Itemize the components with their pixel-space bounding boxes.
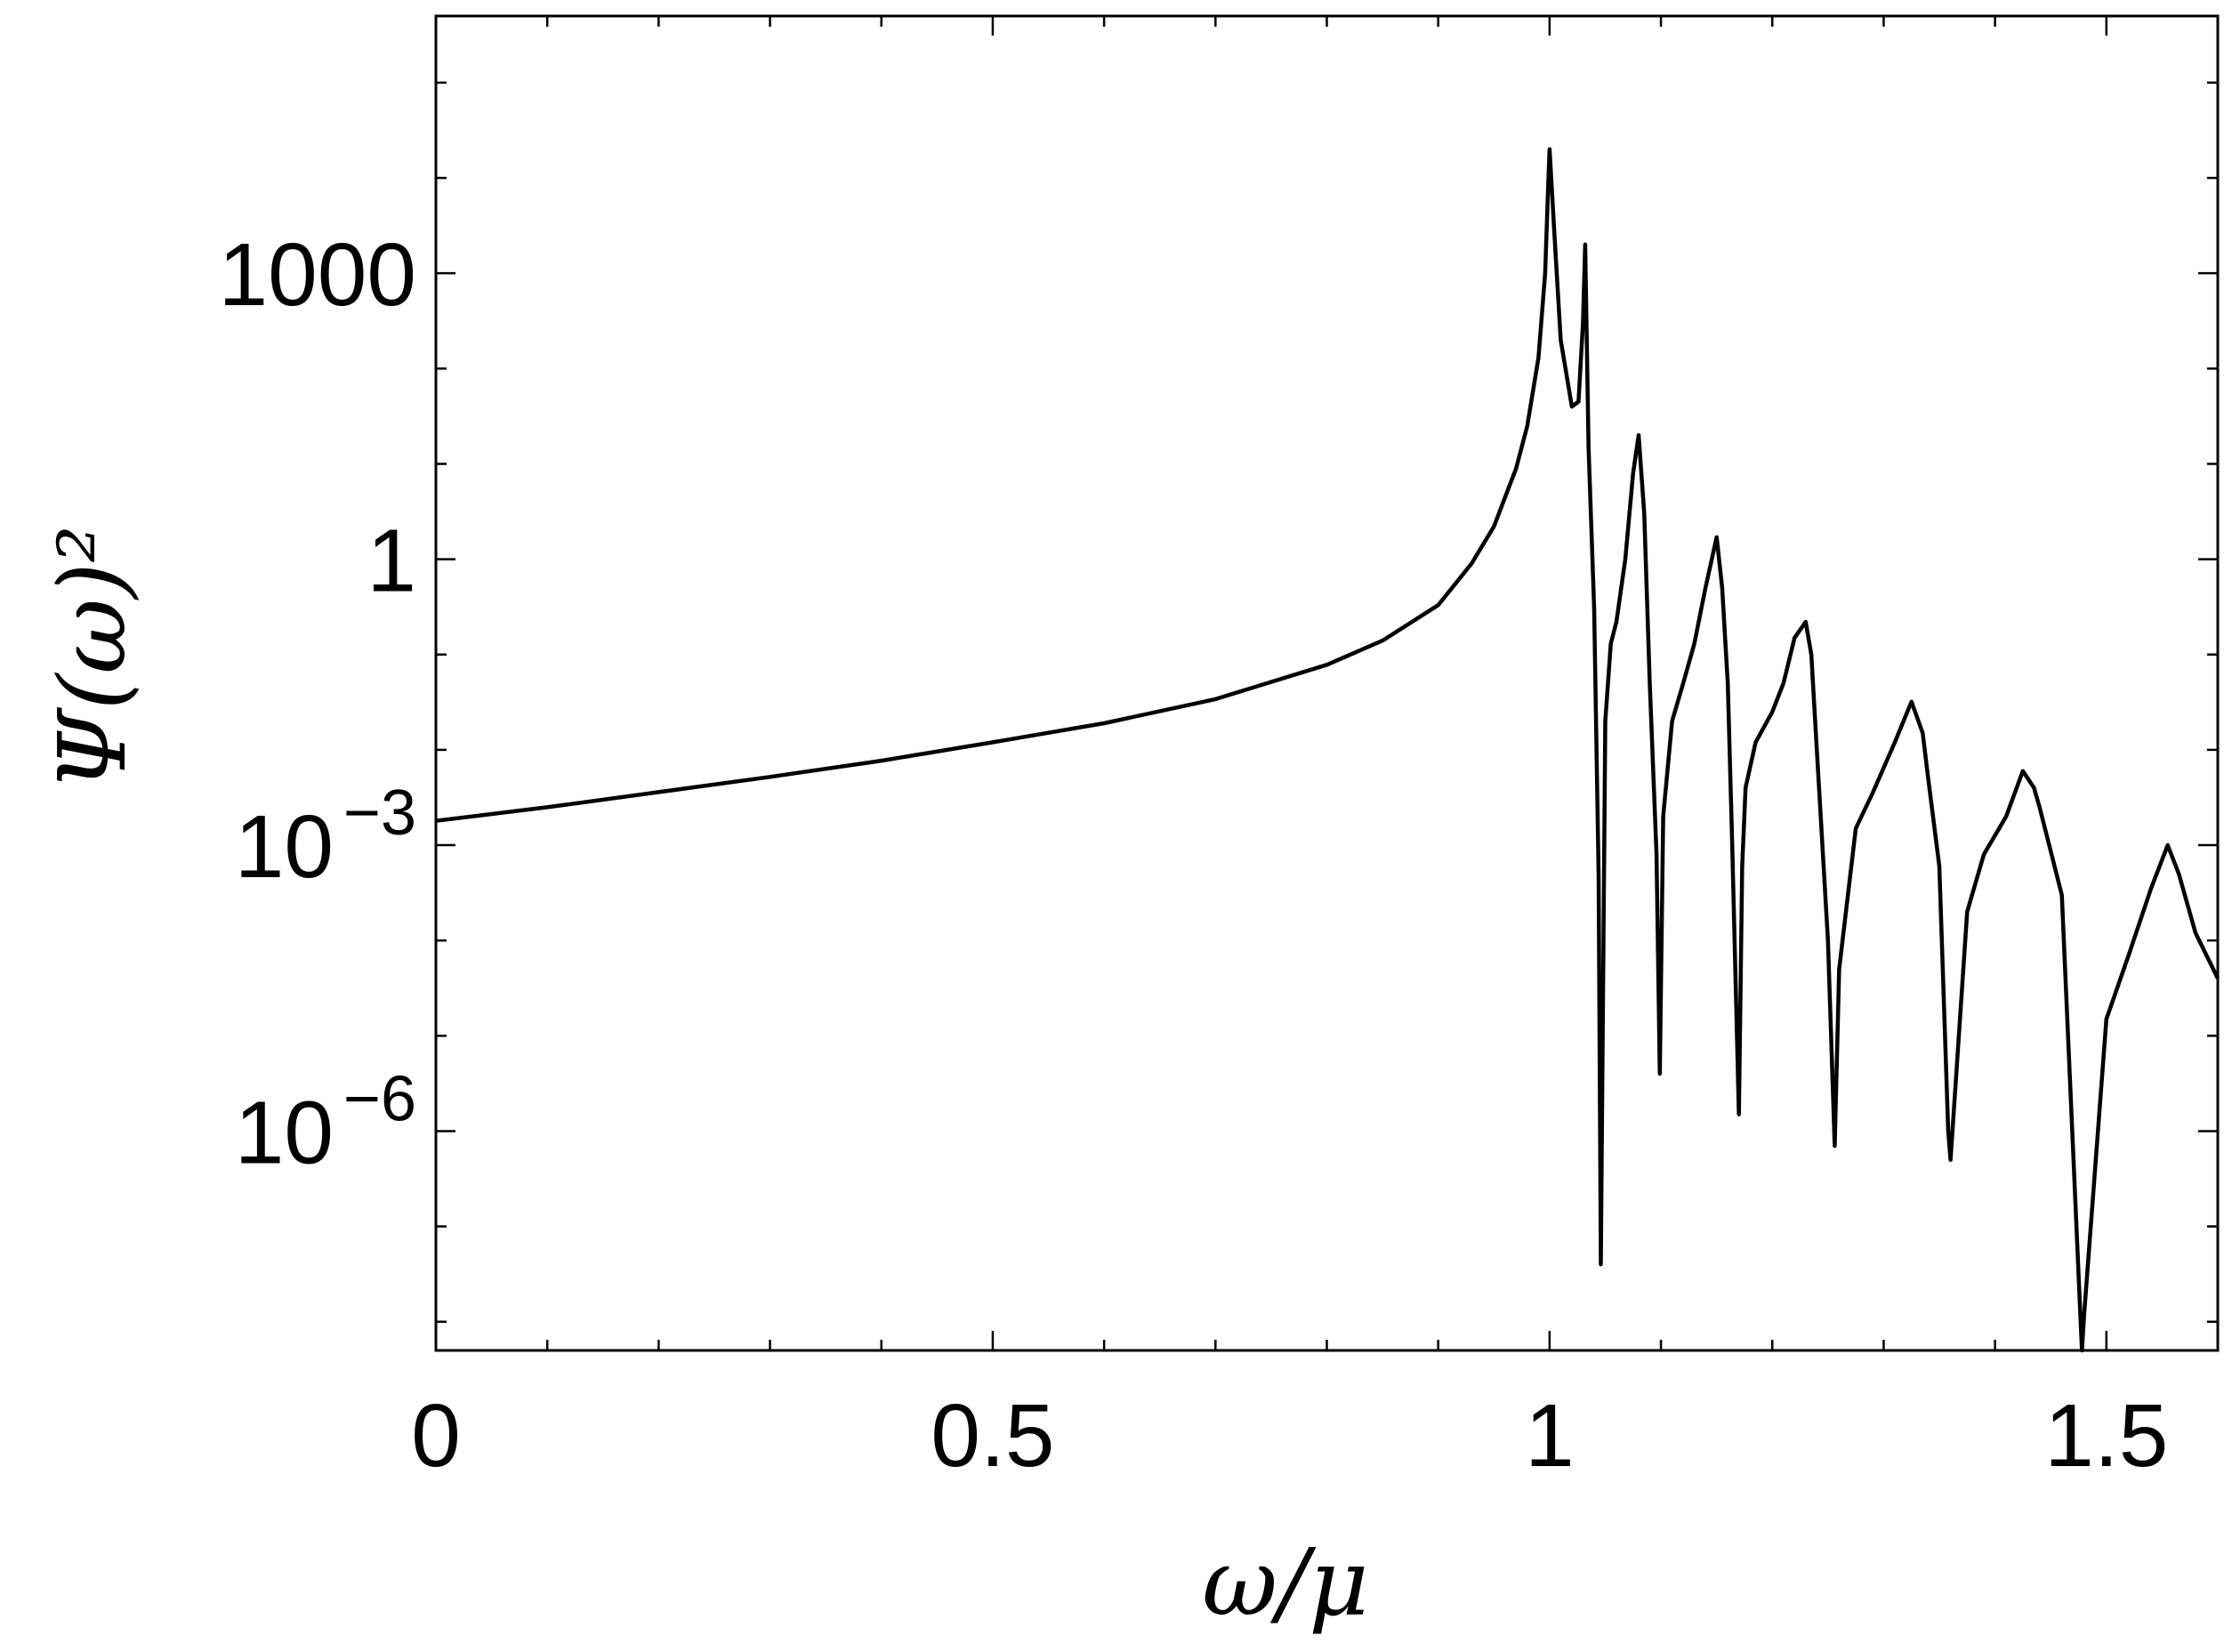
y-tick-label: 1000 bbox=[219, 225, 416, 325]
y-tick-label-exponent: −3 bbox=[343, 778, 416, 849]
series-line bbox=[435, 147, 2220, 1353]
x-tick-label: 1 bbox=[1525, 1386, 1575, 1486]
x-tick-label: 0.5 bbox=[931, 1386, 1054, 1486]
y-tick-label-exponent: −6 bbox=[343, 1063, 416, 1134]
y-tick-label: 10 bbox=[235, 797, 334, 897]
x-axis-label: ω/μ bbox=[1202, 1528, 1368, 1637]
x-tick-label: 0 bbox=[411, 1386, 461, 1486]
y-axis-label: Ψ(ω)² bbox=[38, 526, 147, 792]
y-tick-label: 10 bbox=[235, 1083, 334, 1182]
x-tick-label: 1.5 bbox=[2044, 1386, 2168, 1486]
y-tick-label: 1 bbox=[367, 512, 416, 611]
